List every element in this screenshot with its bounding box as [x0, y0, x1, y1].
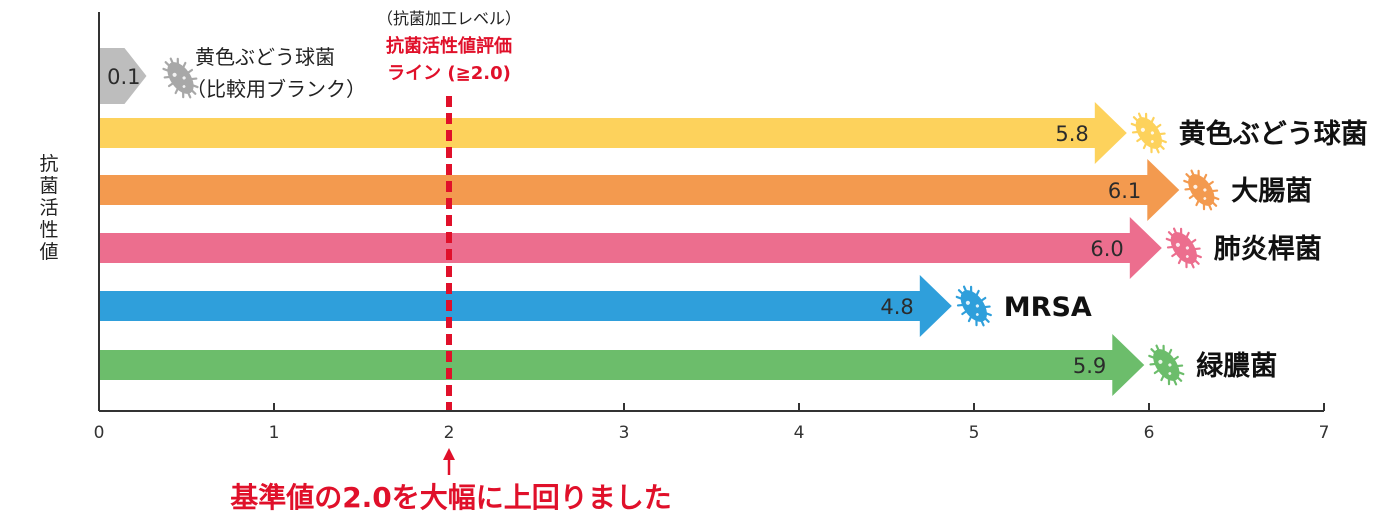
- series-value-label: 4.8: [880, 295, 913, 319]
- bacteria-spot: [1140, 127, 1145, 132]
- y-axis-label: 抗菌活性値: [39, 153, 58, 263]
- bacteria-spot: [1203, 188, 1207, 192]
- series-bar: [99, 217, 1162, 279]
- series-name-label: 大腸菌: [1231, 176, 1312, 207]
- x-tick-label: 5: [969, 423, 980, 443]
- bacteria-icon: [1148, 344, 1185, 386]
- bacteria-spot: [1203, 197, 1207, 200]
- comparison-label-line1: 黄色ぶどう球菌: [195, 45, 335, 69]
- bacteria-spike: [979, 296, 987, 303]
- bacteria-body: [1135, 117, 1162, 149]
- y-axis-label-char: 性: [39, 219, 58, 241]
- bacteria-spot: [975, 313, 979, 316]
- x-tick-label: 7: [1319, 423, 1330, 443]
- bacteria-spot: [965, 300, 970, 305]
- series-name-label: 肺炎桿菌: [1214, 234, 1322, 265]
- y-axis-label-char: 抗: [39, 153, 58, 175]
- bacteria-spot: [182, 76, 186, 80]
- bacteria-spot: [1175, 242, 1180, 247]
- series-name-label: 黄色ぶどう球菌: [1179, 118, 1368, 150]
- bacteria-spot: [1168, 372, 1172, 375]
- reference-note-arrow-head: [443, 448, 455, 460]
- y-axis-label-char: 菌: [39, 175, 58, 197]
- series-bar: [99, 102, 1127, 164]
- reference-label-line1: 抗菌活性値評価: [386, 35, 512, 57]
- comparison-label-line2: （比較用ブランク）: [186, 77, 366, 101]
- series-bar: [99, 275, 952, 337]
- bacteria-icon: [162, 57, 199, 99]
- reference-label-top: （抗菌加工レベル）: [377, 9, 521, 28]
- bars-layer: 0.1 黄色ぶどう球菌 （比較用ブランク） 5.8 黄色ぶどう球菌 6.1 大腸菌 6.0 肺炎…: [99, 45, 1368, 396]
- bacteria-icon: [1183, 169, 1220, 211]
- bacteria-spot: [1185, 255, 1189, 258]
- bacteria-spot: [1185, 246, 1190, 250]
- bacteria-body: [1170, 232, 1197, 264]
- bacteria-icon: [955, 285, 992, 327]
- series-bar: [99, 334, 1145, 396]
- bacteria-body: [960, 290, 987, 322]
- series-bar: [99, 159, 1180, 221]
- bacteria-spike: [1206, 180, 1214, 187]
- bacteria-body: [1188, 174, 1215, 206]
- bacteria-spot: [1168, 363, 1172, 367]
- bacteria-spot: [1150, 131, 1155, 135]
- series-value-label: 6.0: [1090, 237, 1123, 261]
- x-tick-label: 2: [444, 423, 455, 443]
- bacteria-spot: [172, 72, 177, 77]
- series-name-label: 緑膿菌: [1196, 350, 1277, 382]
- bacteria-spot: [1193, 184, 1198, 189]
- x-axis: 0 1 2 3 4 5 6 7: [94, 12, 1330, 443]
- comparison-bar: [99, 48, 147, 104]
- bacteria-body: [167, 62, 194, 94]
- x-tick-label: 1: [269, 423, 280, 443]
- bacteria-body: [1153, 349, 1180, 381]
- series-value-label: 5.8: [1055, 122, 1088, 146]
- series-value-label: 5.9: [1073, 354, 1106, 378]
- bacteria-spot: [182, 85, 186, 88]
- bacteria-spot: [1150, 140, 1154, 143]
- reference-label-line2: ライン (≧2.0): [387, 63, 511, 84]
- series-value-label: 6.1: [1108, 179, 1141, 203]
- x-tick-label: 3: [619, 423, 630, 443]
- y-axis-label-char: 値: [39, 241, 58, 263]
- x-tick-label: 4: [794, 423, 805, 443]
- bacteria-icon: [1165, 227, 1202, 269]
- series-name-label: MRSA: [1004, 292, 1092, 323]
- reference-note: 基準値の2.0を大幅に上回りました: [230, 481, 672, 514]
- x-tick-label: 6: [1144, 423, 1155, 443]
- bacteria-spot: [1158, 359, 1163, 364]
- x-tick-label: 0: [94, 423, 105, 443]
- y-axis-label-char: 活: [39, 197, 58, 219]
- bacteria-spot: [975, 304, 980, 308]
- comparison-value-label: 0.1: [107, 65, 140, 89]
- bacteria-icon: [1130, 112, 1167, 154]
